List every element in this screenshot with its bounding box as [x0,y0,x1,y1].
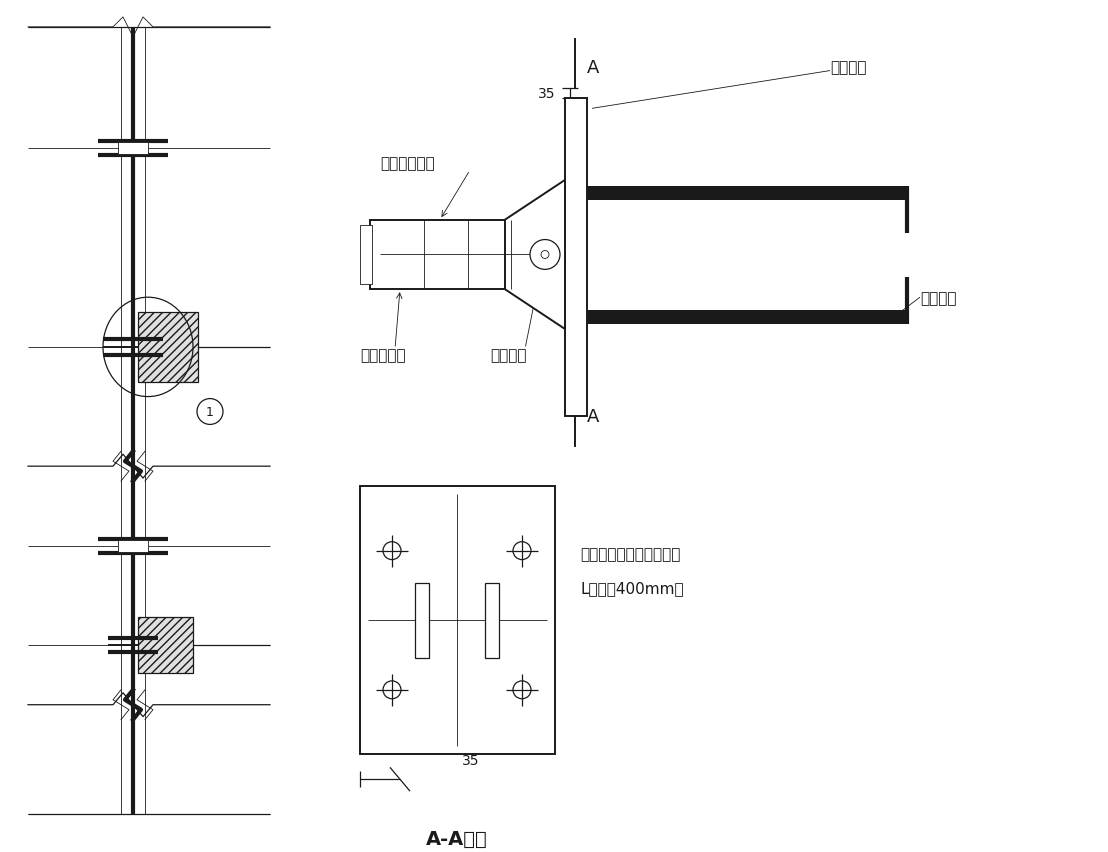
Bar [587,311,907,325]
Text: 35: 35 [462,753,480,768]
Circle shape [530,240,560,270]
Bar [587,187,907,200]
Bar [565,100,587,417]
Text: 35: 35 [537,87,555,101]
Bar [485,584,499,659]
Bar [370,221,565,290]
Bar [117,540,148,552]
Circle shape [383,542,401,560]
Text: L不小于400mm。: L不小于400mm。 [579,581,684,596]
Polygon shape [505,181,565,330]
Text: A: A [587,408,599,426]
Text: 预埋锢板: 预埋锢板 [830,60,866,75]
Text: 螺栓连接: 螺栓连接 [490,348,526,363]
Text: 说明：预埋锢筋预埋深度: 说明：预埋锢筋预埋深度 [579,546,680,561]
Bar [360,486,555,755]
Circle shape [513,542,531,560]
Circle shape [383,681,401,699]
Bar [138,618,193,673]
Circle shape [513,681,531,699]
Text: 索具限位器: 索具限位器 [360,348,406,363]
Circle shape [197,399,223,425]
Bar [117,143,148,155]
Text: A: A [587,59,599,77]
Text: 1: 1 [206,406,214,418]
Text: A-A剑面: A-A剑面 [427,829,488,848]
Bar [360,226,372,285]
Circle shape [541,251,548,259]
Bar [138,313,198,383]
Text: 预埋锢筋: 预埋锢筋 [920,291,956,305]
Text: 锢制焊接拉臂: 锢制焊接拉臂 [380,156,434,171]
Bar [416,584,429,659]
